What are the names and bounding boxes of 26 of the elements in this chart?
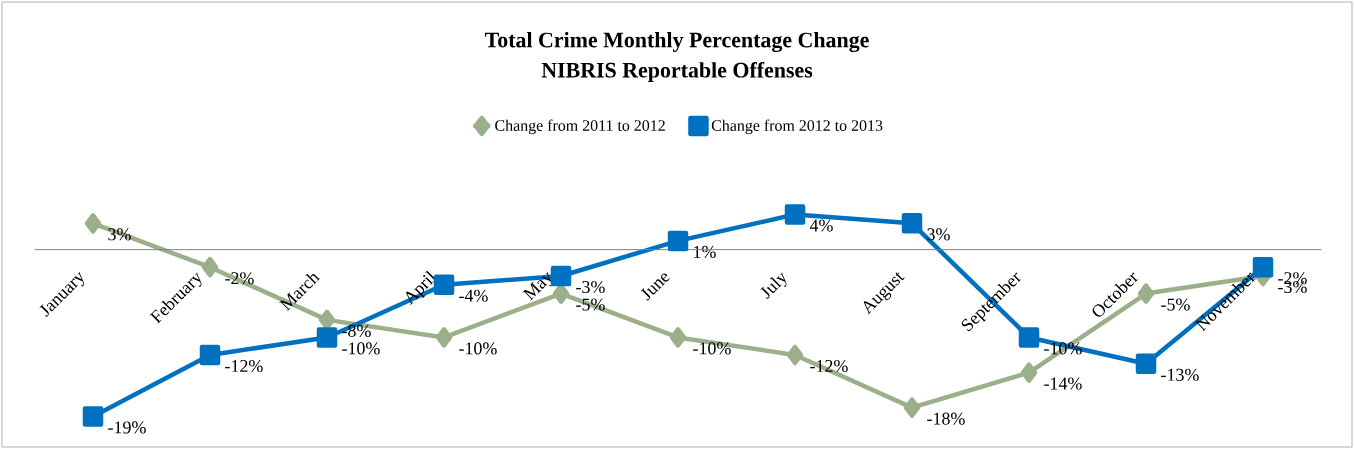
data-label: -10% [342, 342, 380, 355]
data-label: -3% [576, 280, 605, 294]
data-label: -10% [693, 342, 731, 355]
x-tick-label: May [522, 272, 553, 301]
data-label: -14% [1044, 377, 1082, 390]
data-label: -10% [459, 342, 497, 355]
legend-label: Change from 2011 to 2012 [495, 119, 665, 135]
data-label: 3% [927, 228, 950, 241]
data-label: -2% [225, 272, 254, 285]
data-label: 3% [108, 228, 131, 241]
data-label: -12% [810, 359, 848, 373]
data-label: -19% [108, 421, 146, 434]
legend-label: Change from 2012 to 2013 [711, 119, 883, 135]
data-label: -5% [1161, 298, 1190, 311]
chart-title: Total Crime Monthly Percentage Change [484, 31, 869, 53]
data-label: 1% [694, 245, 716, 258]
data-label: -18% [927, 412, 965, 425]
data-label: -5% [576, 298, 605, 311]
data-label: 4% [809, 219, 833, 232]
x-tick-label: June [640, 273, 670, 301]
chart-subtitle: NIBRIS Reportable Offenses [541, 61, 813, 83]
data-label: -12% [225, 359, 263, 373]
data-label: -13% [1161, 368, 1199, 381]
data-label: -4% [459, 289, 488, 302]
x-tick-label: July [760, 272, 787, 300]
data-label: -8% [342, 324, 371, 337]
